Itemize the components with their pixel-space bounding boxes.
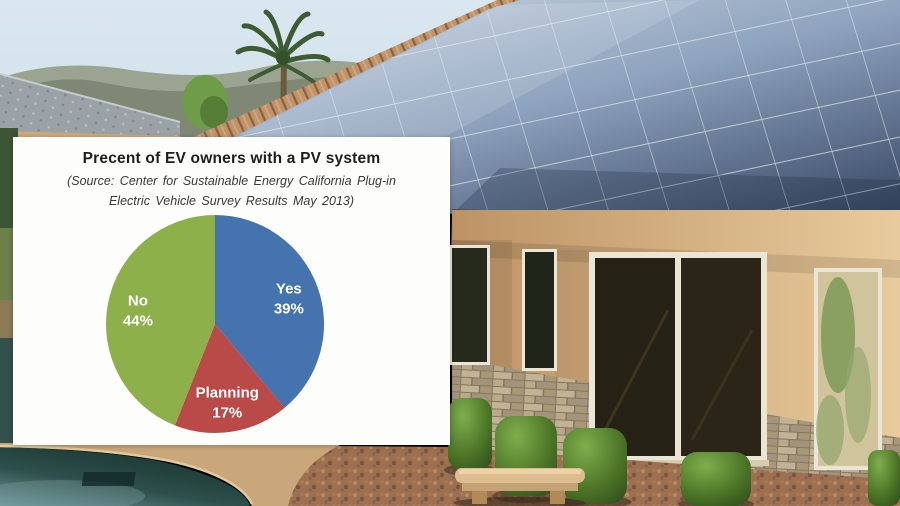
window-reflective-right	[814, 268, 882, 470]
chart-panel: Precent of EV owners with a PV system (S…	[13, 137, 450, 445]
tree	[182, 75, 228, 129]
pie-label-yes: Yes 39%	[274, 280, 304, 317]
pool-water	[0, 447, 250, 506]
chart-source-line-1: (Source: Center for Sustainable Energy C…	[67, 174, 396, 188]
window-narrow-left	[449, 245, 490, 365]
chart-title: Precent of EV owners with a PV system	[82, 150, 381, 167]
chart-source-line-2: Electric Vehicle Survey Results May 2013…	[108, 194, 355, 208]
pie-slice-no	[105, 215, 215, 426]
pie-slice-yes	[215, 215, 325, 408]
pie-label-planning: Planning 17%	[196, 385, 259, 422]
window-sliding-large	[587, 252, 769, 466]
pie-chart: Yes 39% Planning 17% No 44%	[105, 215, 325, 434]
hedge-bushes	[444, 398, 900, 506]
pool-deck	[0, 443, 340, 506]
pie-slice-planning	[174, 324, 285, 434]
window-narrow-mid	[522, 249, 557, 371]
pie-label-no: No 44%	[123, 292, 153, 329]
stone-bench	[454, 468, 586, 506]
